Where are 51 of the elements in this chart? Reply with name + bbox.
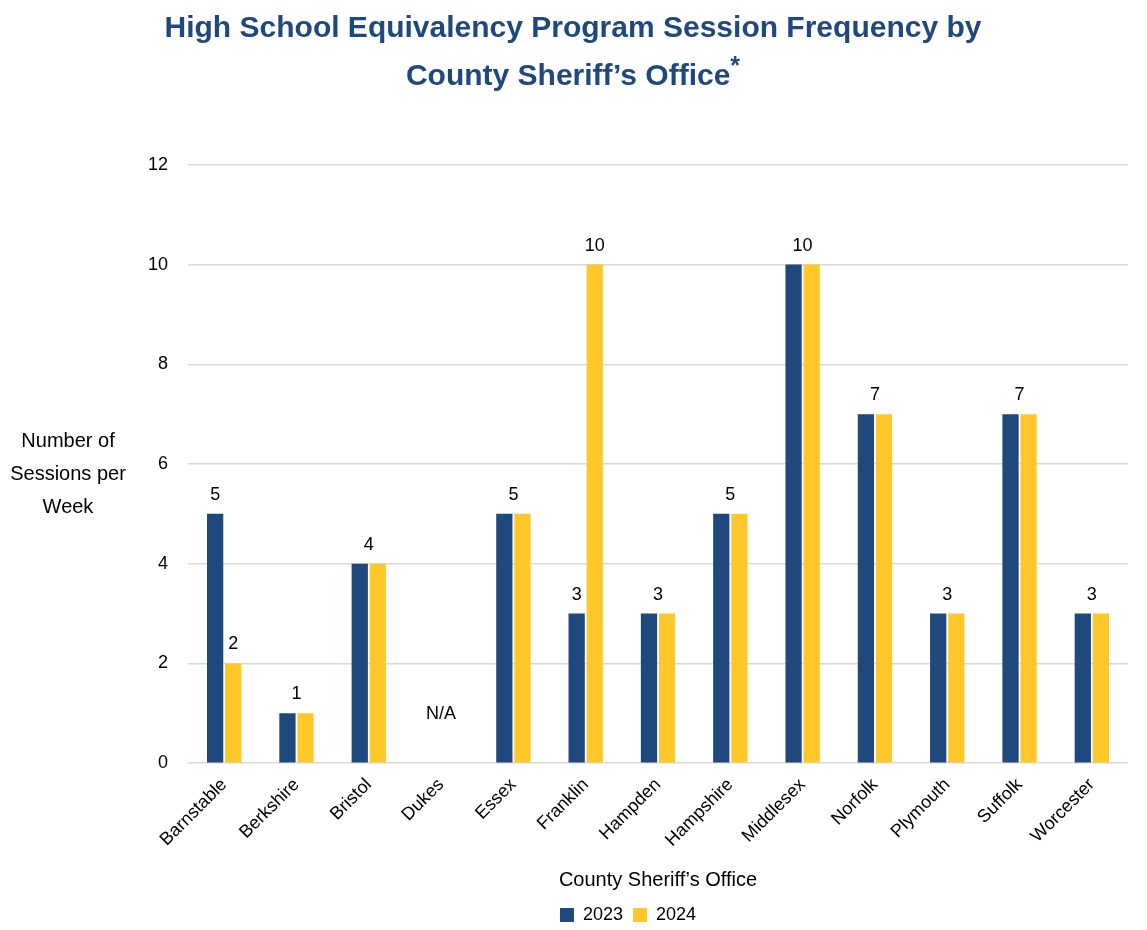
bar: [875, 414, 893, 763]
bar: [297, 713, 314, 763]
data-label: 3: [571, 583, 582, 604]
chart-title: High School Equivalency Program Session Frequency by County Sheriff’s Office$^{*}$: [163, 9, 983, 93]
x-axis-title: County Sheriff’s Office: [558, 867, 758, 890]
bar: [640, 613, 658, 763]
annotation: N/A: [426, 703, 457, 724]
bar: [279, 713, 296, 763]
bar: [948, 613, 965, 763]
annotation: 3: [653, 583, 664, 604]
data-label: 5: [210, 483, 221, 504]
data-label: 10: [584, 234, 605, 255]
bar: [586, 264, 603, 763]
y-tick-label: 10: [147, 253, 169, 274]
y-tick-label: 2: [158, 652, 169, 673]
annotation: 5: [508, 483, 519, 504]
bar: [713, 513, 730, 763]
bar: [658, 613, 676, 763]
bar: [1002, 414, 1019, 763]
bar: [785, 264, 802, 763]
y-tick-label: 4: [158, 552, 169, 573]
annotation: 7: [1014, 384, 1025, 405]
annotation: 3: [1086, 583, 1097, 604]
bar: [857, 414, 875, 763]
legend-label: 2023: [582, 903, 623, 924]
bar: [803, 264, 820, 763]
annotation: 4: [363, 533, 374, 554]
y-tick-label: 0: [158, 752, 169, 773]
bar: [496, 513, 513, 763]
bar: [731, 513, 748, 763]
bar: [1020, 414, 1037, 763]
bar: [225, 663, 242, 763]
bar: [1074, 613, 1091, 763]
y-tick-label: 12: [147, 153, 169, 174]
annotation: 10: [792, 234, 813, 255]
y-tick-label: 6: [158, 452, 169, 473]
annotation: 1: [291, 683, 302, 704]
y-tick-label: 8: [158, 353, 169, 374]
bar: [207, 513, 224, 763]
annotation: 7: [869, 384, 880, 405]
y-axis-title: Number of Sessions per Week: [9, 428, 127, 519]
bar: [369, 563, 386, 763]
annotation: 5: [725, 483, 736, 504]
bar: [351, 563, 368, 763]
bar: [1092, 613, 1110, 763]
bar: [568, 613, 585, 763]
legend-label: 2024: [656, 903, 697, 924]
bar: [514, 513, 531, 763]
data-label: 2: [228, 633, 239, 654]
bar: [930, 613, 947, 763]
annotation: 3: [942, 583, 953, 604]
